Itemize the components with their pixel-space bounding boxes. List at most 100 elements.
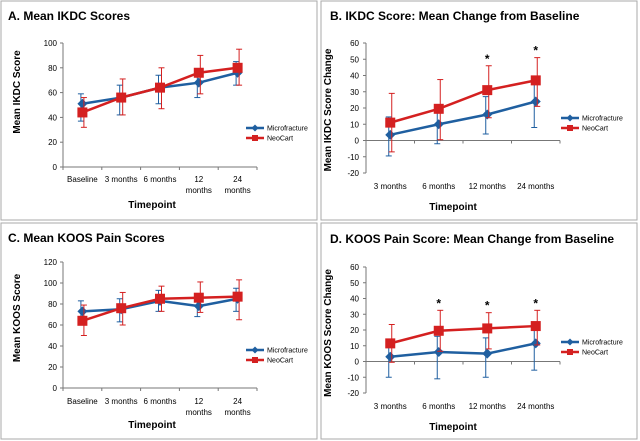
data-point-microfracture [77,98,88,109]
data-point-neocart [232,62,243,73]
legend-label: Microfracture [582,340,623,347]
data-point-neocart [232,291,243,302]
legend-label: Microfracture [267,348,308,355]
y-tick-label: 0 [355,137,360,146]
legend-marker [566,338,574,346]
panel-d-ylabel: Mean KOOS Score Change [323,269,334,397]
y-tick-label: 20 [350,326,359,335]
x-tick-label: 3 months [374,402,407,411]
data-point-microfracture [385,351,396,362]
y-tick-label: 60 [350,263,359,272]
y-tick-label: 0 [355,358,360,367]
data-point-neocart [193,67,204,78]
legend-marker [566,114,574,122]
y-tick-label: 20 [48,363,57,372]
panel-c-plot: 0 20 40 60 80 100 120 Baseline 3 months 6 months 1… [44,258,308,417]
y-tick-label: 40 [48,342,57,351]
legend-label: Microfracture [582,116,623,123]
y-tick-label: 60 [350,39,359,48]
data-point-microfracture [193,77,204,88]
panel-d-plot: -20 -10 0 10 20 30 40 50 60 3 months 6 months 12 mo… [347,263,623,411]
y-tick-label: 60 [48,89,57,98]
y-tick-label: 40 [350,72,359,81]
panel-a-xlabel: Timepoint [128,200,176,211]
data-point-neocart [77,107,88,118]
data-point-neocart [433,103,444,114]
data-point-neocart [116,92,127,103]
y-tick-label: 0 [53,163,58,172]
x-tick-label: months [186,408,212,417]
significance-marker: * [485,299,490,313]
legend-marker [251,346,259,354]
legend-label: Microfracture [267,126,308,133]
x-tick-label: 24 [233,397,242,406]
x-tick-label: 24 [233,175,242,184]
x-tick-label: Baseline [67,397,98,406]
y-tick-label: 100 [44,279,58,288]
legend-marker [252,135,258,141]
data-point-neocart [530,75,541,86]
y-tick-label: 80 [48,300,57,309]
panel-c-title: C. Mean KOOS Pain Scores [8,231,165,245]
data-point-microfracture [482,109,493,120]
y-tick-label: 20 [350,104,359,113]
x-tick-label: months [224,408,250,417]
legend-marker [567,349,573,355]
x-tick-label: 12 [194,175,203,184]
legend-marker [252,357,258,363]
data-point-microfracture [193,301,204,312]
data-point-microfracture [433,347,444,358]
y-tick-label: -10 [347,373,359,382]
data-point-neocart [155,293,165,304]
legend-label: NeoCart [582,126,608,133]
panel-a-title: A. Mean IKDC Scores [8,9,130,23]
y-tick-label: -20 [347,169,359,178]
legend-label: NeoCart [267,136,293,143]
panel-a: A. Mean IKDC Scores Timepoint Mean IKDC … [0,0,318,221]
y-tick-label: 30 [350,88,359,97]
y-tick-label: 20 [48,138,57,147]
panel-d: D. KOOS Pain Score: Mean Change from Bas… [320,222,638,440]
x-tick-label: 24 months [517,182,554,191]
x-tick-label: 3 months [374,182,407,191]
y-tick-label: 120 [44,258,58,267]
x-tick-label: 3 months [105,397,138,406]
significance-marker: * [533,296,538,310]
data-point-neocart [482,323,493,334]
significance-marker: * [485,52,490,66]
data-point-neocart [155,82,165,93]
panel-c-xlabel: Timepoint [128,420,176,431]
panel-b-xlabel: Timepoint [429,202,477,213]
panel-b-plot: -20 -10 0 10 20 30 40 50 60 3 months 6 months 12 mo… [347,39,623,191]
legend-label: NeoCart [582,350,608,357]
panel-c-ylabel: Mean KOOS Score [12,273,23,362]
data-point-microfracture [530,338,541,349]
data-point-microfracture [482,348,493,359]
legend-marker [567,125,573,131]
y-tick-label: 0 [53,384,58,393]
series-line-neocart [389,324,536,345]
panel-c: C. Mean KOOS Pain Scores Timepoint Mean … [0,222,318,440]
y-tick-label: 50 [350,55,359,64]
significance-marker: * [436,296,441,310]
data-point-neocart [385,117,396,128]
legend-marker [251,124,259,132]
series-line-microfracture [389,100,537,137]
panel-a-plot: 0 20 40 60 80 100 Baseline 3 months 6 months 12 mo… [44,39,308,195]
data-point-microfracture [77,306,88,317]
data-point-neocart [77,315,88,326]
y-tick-label: 60 [48,321,57,330]
y-tick-label: 100 [44,39,58,48]
x-tick-label: 3 months [105,175,138,184]
data-point-neocart [116,303,127,314]
x-tick-label: 12 months [469,402,506,411]
data-point-microfracture [433,119,444,130]
x-tick-label: 6 months [144,175,177,184]
data-point-neocart [193,292,204,303]
data-point-microfracture [530,96,541,107]
panel-b: B. IKDC Score: Mean Change from Baseline… [320,0,638,221]
x-tick-label: 6 months [422,182,455,191]
x-tick-label: 6 months [144,397,177,406]
y-tick-label: -20 [347,389,359,398]
